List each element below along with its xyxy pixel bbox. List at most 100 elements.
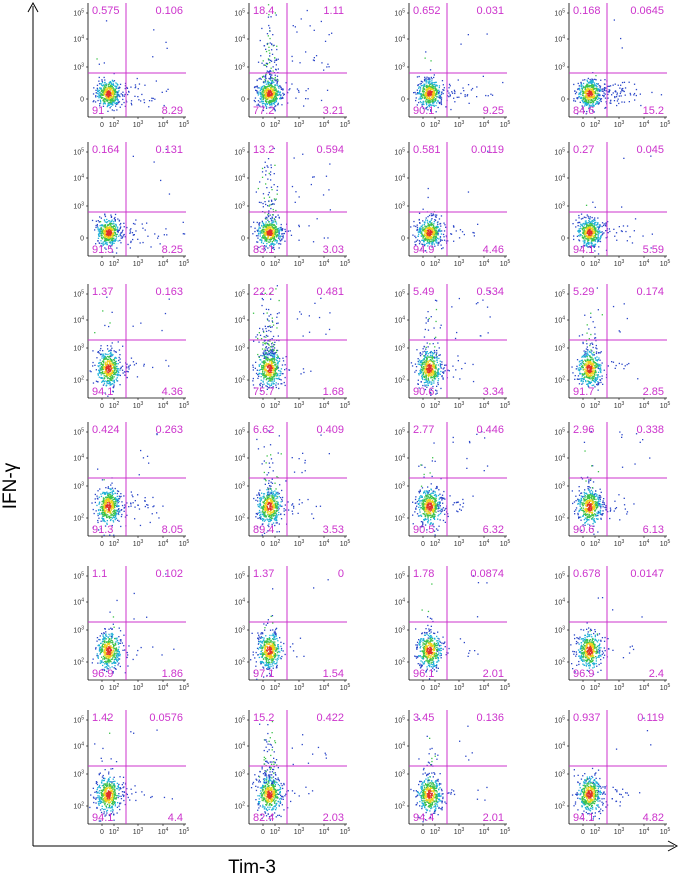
event-dot xyxy=(114,364,116,366)
event-dot xyxy=(597,253,600,255)
event-dot xyxy=(423,243,425,245)
event-dot xyxy=(278,233,280,235)
event-dot xyxy=(586,231,589,233)
event-dot xyxy=(105,83,108,85)
event-dot xyxy=(101,237,104,240)
event-dot xyxy=(271,225,273,227)
event-dot xyxy=(261,231,263,234)
event-dot xyxy=(584,231,586,233)
event-dot xyxy=(573,238,575,241)
event-dot xyxy=(582,108,584,110)
event-dot xyxy=(451,92,454,94)
event-dot xyxy=(270,383,273,385)
event-dot xyxy=(433,87,435,89)
quadrant-upper-left-label: 1.37 xyxy=(92,286,113,298)
event-dot xyxy=(320,99,323,102)
event-dot xyxy=(94,101,97,103)
event-dot xyxy=(584,103,586,105)
event-dot xyxy=(588,100,590,102)
event-dot xyxy=(421,84,423,87)
event-dot xyxy=(112,84,115,86)
event-dot xyxy=(420,97,422,100)
event-dot xyxy=(98,228,100,230)
event-dot xyxy=(99,87,101,89)
event-dot xyxy=(132,238,134,241)
event-dot xyxy=(595,79,597,81)
event-dot xyxy=(127,93,129,96)
x-tick-label: 103 xyxy=(294,120,305,129)
event-dot xyxy=(433,230,436,233)
event-dot xyxy=(272,95,274,98)
event-dot xyxy=(587,95,589,97)
event-dot xyxy=(100,362,102,364)
event-dot xyxy=(108,98,110,100)
event-dot xyxy=(605,106,607,109)
event-dot xyxy=(105,237,107,240)
event-dot xyxy=(265,183,267,185)
event-dot xyxy=(418,243,421,245)
event-dot xyxy=(272,34,274,36)
event-dot xyxy=(423,245,426,247)
event-dot xyxy=(585,237,587,240)
event-dot xyxy=(110,96,112,98)
event-dot xyxy=(262,202,264,205)
event-dot xyxy=(272,70,274,72)
event-dot xyxy=(270,74,272,76)
event-dot xyxy=(587,77,589,80)
event-dot xyxy=(276,93,278,95)
event-dot xyxy=(588,86,591,88)
event-dot xyxy=(270,244,272,246)
event-dot xyxy=(436,85,438,87)
event-dot xyxy=(588,84,590,87)
event-dot xyxy=(110,215,113,218)
event-dot xyxy=(270,92,272,94)
event-dot xyxy=(650,155,652,157)
event-dot xyxy=(594,217,596,219)
event-dot xyxy=(106,358,109,360)
x-tick-label: 104 xyxy=(319,120,330,129)
event-dot xyxy=(425,98,427,101)
event-dot xyxy=(588,107,590,110)
event-dot xyxy=(259,239,262,241)
event-dot xyxy=(584,245,586,247)
event-dot xyxy=(592,94,594,96)
event-dot xyxy=(587,222,589,224)
event-dot xyxy=(431,246,433,248)
event-dot xyxy=(585,243,588,245)
event-dot xyxy=(265,368,267,370)
event-dot xyxy=(579,97,582,99)
event-dot xyxy=(271,49,273,51)
event-dot xyxy=(582,96,584,98)
event-dot xyxy=(270,207,272,210)
event-dot xyxy=(97,351,99,353)
event-dot xyxy=(102,103,105,105)
event-dot xyxy=(109,222,111,224)
event-dot xyxy=(612,92,614,94)
event-dot xyxy=(265,107,268,109)
event-dot xyxy=(275,92,277,94)
event-dot xyxy=(261,237,263,239)
event-dot xyxy=(113,101,116,103)
event-dot xyxy=(108,380,110,382)
event-dot xyxy=(120,235,122,237)
event-dot xyxy=(280,243,282,245)
event-dot xyxy=(281,233,283,235)
event-dot xyxy=(107,99,109,101)
event-dot xyxy=(631,242,634,244)
event-dot xyxy=(100,240,102,242)
event-dot xyxy=(428,82,430,84)
event-dot xyxy=(114,90,116,92)
event-dot xyxy=(272,235,274,237)
event-dot xyxy=(274,368,277,370)
event-dot xyxy=(109,382,111,384)
event-dot xyxy=(587,98,589,100)
quadrant-upper-left-label: 0.581 xyxy=(413,144,441,156)
event-dot xyxy=(601,88,603,90)
event-dot xyxy=(422,91,424,93)
event-dot xyxy=(103,84,105,86)
event-dot xyxy=(584,96,586,98)
event-dot xyxy=(104,237,106,239)
density-dots xyxy=(413,33,504,113)
event-dot xyxy=(435,237,438,239)
event-dot xyxy=(112,102,114,104)
